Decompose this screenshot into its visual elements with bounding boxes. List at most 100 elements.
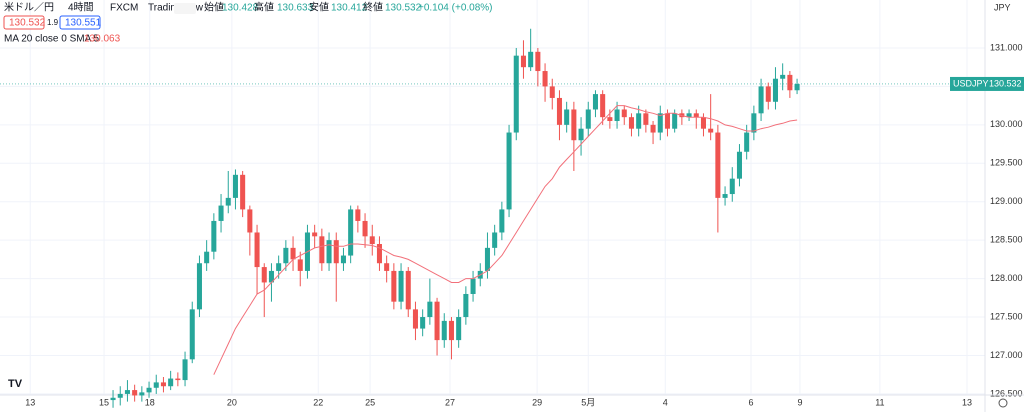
candle-body: [189, 309, 195, 360]
change: +0.104 (+0.08%): [418, 3, 493, 14]
candle-body: [348, 209, 354, 256]
x-tick-label: 13: [962, 397, 972, 407]
candle-body: [333, 240, 339, 264]
candle-body: [578, 128, 584, 141]
candle-body: [362, 220, 368, 237]
candle-body: [715, 132, 721, 198]
candle-body: [182, 359, 188, 381]
candle-body: [729, 178, 735, 195]
candle-body: [391, 270, 397, 302]
candle-body: [614, 109, 620, 122]
settings-icon[interactable]: [998, 398, 1008, 408]
x-tick-label: 4: [663, 397, 668, 407]
bid: 130.532: [9, 18, 46, 29]
candle-body: [744, 132, 750, 152]
spread: 1.9: [47, 18, 59, 27]
candle-body: [643, 113, 649, 125]
candle-body: [607, 117, 613, 122]
logo: TV: [8, 378, 23, 390]
y-tick-label: 128.500: [990, 235, 1023, 245]
candle-body: [513, 55, 519, 133]
candle-body: [499, 209, 505, 233]
ohlc-label: 始値: [204, 1, 224, 14]
candle-body: [700, 117, 706, 129]
candle-body: [492, 232, 498, 248]
candle-body: [484, 247, 490, 271]
candle-body: [542, 71, 548, 87]
header: 米ドル／円 4時間 FXCM TradingView 始値 130.428 高値…: [3, 1, 493, 45]
candle-body: [153, 382, 159, 388]
candle-body: [240, 174, 246, 210]
y-tick-label: 130.000: [990, 119, 1023, 129]
candle-body: [592, 94, 598, 110]
y-tick-label: 127.000: [990, 350, 1023, 360]
x-tick-label: 29: [532, 397, 542, 407]
candle-body: [160, 382, 166, 387]
candle-body: [168, 378, 174, 387]
candle-body: [657, 113, 663, 133]
candle-body: [650, 124, 656, 133]
candle-body: [441, 320, 447, 341]
x-tick-label: 25: [365, 397, 375, 407]
candle-body: [585, 109, 591, 129]
x-tick-label: 9: [797, 397, 802, 407]
candle-body: [772, 78, 778, 102]
sell-button[interactable]: [3, 15, 45, 30]
candle-body: [340, 255, 346, 264]
candle-body: [412, 309, 418, 329]
candle-body: [672, 113, 678, 129]
candle-body: [564, 109, 570, 125]
sma-line: [213, 105, 798, 375]
candle-body: [369, 236, 375, 245]
candle-body: [520, 55, 526, 68]
ohlc-label: 安値: [309, 1, 329, 14]
indicator-name: MA 20 close 0 SMA 5: [4, 34, 99, 45]
candle-body: [427, 301, 433, 318]
ohlc-value: 130.633: [277, 3, 314, 14]
x-tick-label: 22: [313, 397, 323, 407]
candle-body: [398, 270, 404, 302]
candle-body: [319, 236, 325, 264]
candle-body: [211, 220, 217, 252]
candle-body: [664, 113, 670, 129]
price-tag: [950, 76, 1024, 91]
candle-body: [556, 97, 562, 125]
candle-body: [196, 263, 202, 310]
x-tick-label: 27: [445, 397, 455, 407]
ohlc-label: 終値: [363, 1, 383, 14]
candle-body: [636, 113, 642, 129]
candle-body: [722, 194, 728, 198]
candle-body: [434, 301, 440, 341]
candle-body: [736, 151, 742, 179]
ohlc-value: 130.428: [222, 3, 259, 14]
candle-body: [600, 94, 606, 118]
candle-body: [528, 51, 534, 68]
candle-body: [146, 387, 152, 393]
candle-body: [420, 317, 426, 329]
candle-body: [384, 263, 390, 271]
candle-body: [297, 259, 303, 271]
candle-body: [448, 320, 454, 341]
candle-body: [124, 390, 130, 394]
y-tick-label: 128.000: [990, 273, 1023, 283]
candle-body: [261, 267, 267, 283]
candle-body: [758, 86, 764, 114]
candle-body: [132, 390, 138, 396]
candle-body: [139, 392, 145, 396]
candle-body: [571, 109, 577, 141]
buy-button[interactable]: [59, 15, 101, 30]
y-tick-label: 129.000: [990, 196, 1023, 206]
price-tag-value: 130.532: [989, 78, 1022, 88]
candle-body: [276, 263, 282, 271]
y-tick-label: 129.500: [990, 158, 1023, 168]
candle-body: [765, 86, 771, 102]
menu-button[interactable]: [174, 3, 196, 14]
candle-body: [708, 128, 714, 133]
candle-body: [254, 232, 260, 268]
candle-body: [218, 205, 224, 221]
ohlc-value: 130.412: [331, 3, 368, 14]
x-tick-label: 15: [99, 397, 109, 407]
candle-body: [312, 232, 318, 237]
candle-body: [247, 209, 253, 233]
